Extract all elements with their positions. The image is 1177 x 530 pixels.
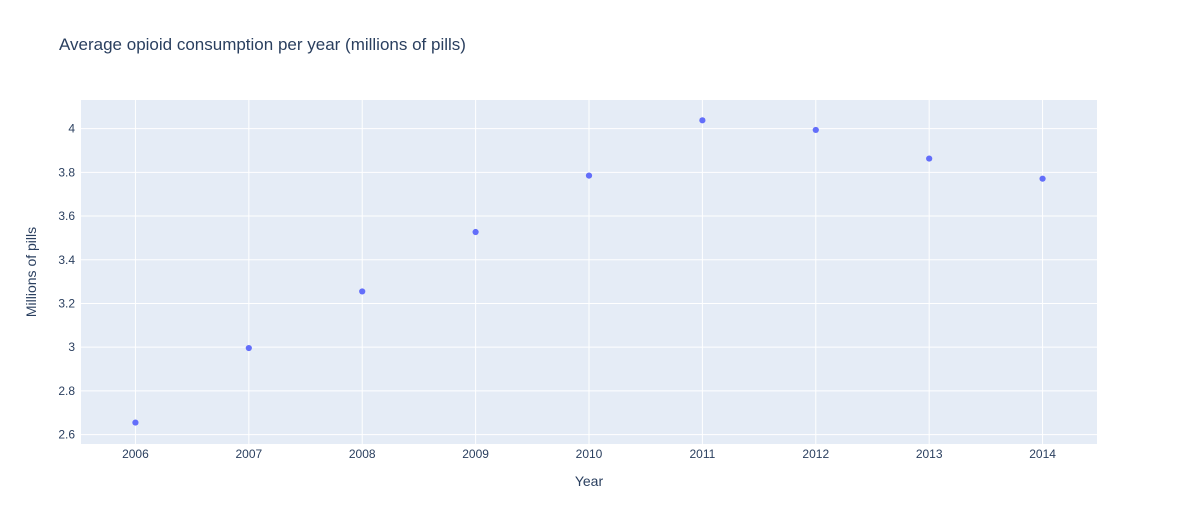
y-grid-lines	[81, 128, 1097, 436]
x-tick-label: 2012	[802, 447, 829, 461]
x-tick-label: 2006	[122, 447, 149, 461]
data-point	[472, 228, 479, 236]
data-point	[585, 172, 593, 179]
y-tick-label: 3.8	[58, 165, 75, 179]
y-axis-ticks: 2.6 2.8 3 3.2 3.4 3.6 3.8 4	[58, 122, 75, 442]
x-tick-label: 2007	[235, 447, 262, 461]
x-axis-ticks: 2006 2007 2008 2009 2010 2011 2012 2013 2014	[122, 447, 1056, 461]
x-tick-label: 2010	[576, 447, 603, 461]
x-tick-label: 2009	[462, 447, 489, 461]
y-axis-title: Millions of pills	[23, 227, 39, 317]
y-tick-label: 2.6	[58, 428, 75, 442]
data-points	[132, 117, 1046, 426]
chart-title: Average opioid consumption per year (mil…	[59, 35, 466, 54]
y-tick-label: 3	[68, 340, 75, 354]
data-point	[926, 155, 933, 162]
y-tick-label: 3.6	[58, 209, 75, 223]
y-tick-label: 3.2	[58, 296, 75, 310]
data-point	[132, 419, 139, 426]
x-tick-label: 2008	[349, 447, 376, 461]
x-tick-label: 2011	[689, 447, 715, 461]
x-axis-title: Year	[575, 473, 604, 489]
data-point	[1039, 175, 1046, 182]
x-tick-label: 2013	[916, 447, 943, 461]
data-point	[699, 117, 706, 124]
data-point	[359, 288, 366, 295]
data-point	[812, 126, 819, 134]
y-tick-label: 2.8	[58, 384, 75, 398]
y-tick-label: 4	[68, 122, 75, 136]
x-tick-label: 2014	[1029, 447, 1056, 461]
y-tick-label: 3.4	[58, 253, 75, 267]
data-point	[245, 344, 252, 352]
